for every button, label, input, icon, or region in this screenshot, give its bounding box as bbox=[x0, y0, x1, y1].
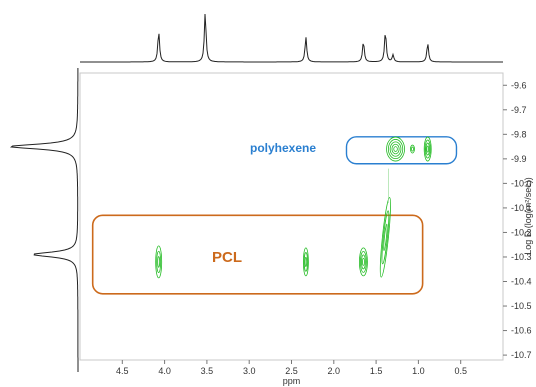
x-axis-title: ppm bbox=[283, 376, 301, 386]
polyhexene-contour-0.89 bbox=[424, 139, 431, 159]
y-tick-label: -10.1 bbox=[511, 203, 532, 213]
polyhexene-contour-minor bbox=[410, 144, 415, 154]
y-tick-label: -10.5 bbox=[511, 301, 532, 311]
y-tick-label: -10.0 bbox=[511, 178, 532, 188]
top-1h-projection bbox=[80, 13, 503, 63]
polyhexene-box bbox=[345, 136, 458, 165]
x-tick-label: 2.0 bbox=[328, 366, 341, 376]
x-tick-label: 3.5 bbox=[201, 366, 214, 376]
annotation-layer: polyhexene PCL bbox=[91, 136, 458, 295]
x-tick-label: 3.0 bbox=[243, 366, 256, 376]
pcl-contour-1.39 bbox=[379, 197, 391, 278]
x-axis: 4.5 4.0 3.5 3.0 2.5 2.0 1.5 1.0 0.5 ppm bbox=[116, 360, 467, 386]
polyhexene-contour-1.27 bbox=[391, 143, 400, 155]
y-tick-label: -9.6 bbox=[511, 80, 527, 90]
pcl-contour-1.65 bbox=[362, 257, 365, 266]
pcl-contour-1.65 bbox=[359, 247, 368, 277]
contour-layer bbox=[155, 136, 432, 279]
polyhexene-contour-1.27 bbox=[387, 139, 404, 160]
y-tick-label: -10.4 bbox=[511, 277, 532, 287]
x-tick-label: 1.0 bbox=[412, 366, 425, 376]
pcl-contour-4.07 bbox=[157, 256, 161, 268]
pcl-contour-1.39 bbox=[383, 223, 388, 252]
y-tick-label: -10.3 bbox=[511, 252, 532, 262]
projection-diffusion-trace bbox=[9, 68, 79, 372]
polyhexene-contour-minor bbox=[411, 146, 414, 152]
polyhexene-contour-1.27 bbox=[389, 141, 402, 157]
y-tick-label: -9.8 bbox=[511, 129, 527, 139]
x-tick-label: 0.5 bbox=[454, 366, 467, 376]
pcl-contour-1.65 bbox=[360, 250, 367, 273]
y-tick-label: -9.9 bbox=[511, 154, 527, 164]
polyhexene-label: polyhexene bbox=[250, 141, 316, 155]
x-tick-label: 2.5 bbox=[285, 366, 298, 376]
polyhexene-contour-1.27 bbox=[393, 146, 398, 152]
x-tick-label: 4.0 bbox=[158, 366, 171, 376]
x-tick-label: 1.5 bbox=[370, 366, 383, 376]
pcl-contour-2.33 bbox=[304, 256, 308, 267]
pcl-contour-1.65 bbox=[361, 254, 366, 270]
plot-frame bbox=[79, 72, 504, 361]
pcl-contour-4.07 bbox=[156, 250, 162, 273]
polyhexene-contour-0.89 bbox=[423, 136, 432, 162]
left-diffusion-projection bbox=[9, 68, 79, 372]
polyhexene-contour-0.89 bbox=[426, 145, 429, 153]
polyhexene-contour-0.89 bbox=[425, 142, 430, 156]
y-axis: -9.6 -9.7 -9.8 -9.9 -10.0 -10.1 -10.2 -10.3 -10.… bbox=[503, 80, 533, 360]
x-tick-label: 4.5 bbox=[116, 366, 129, 376]
y-tick-label: -10.6 bbox=[511, 326, 532, 336]
pcl-box bbox=[91, 214, 424, 295]
y-tick-label: -10.2 bbox=[511, 227, 532, 237]
y-tick-label: -10.7 bbox=[511, 350, 532, 360]
pcl-contour-2.33 bbox=[302, 247, 309, 277]
projection-1h-trace bbox=[80, 13, 503, 63]
pcl-contour-2.33 bbox=[303, 252, 308, 272]
polyhexene-contour-1.27 bbox=[386, 136, 405, 162]
y-axis-title: Log D (log(m²/sec)) bbox=[523, 177, 533, 255]
pcl-contour-4.07 bbox=[155, 245, 163, 279]
y-tick-label: -9.7 bbox=[511, 105, 527, 115]
pcl-label: PCL bbox=[212, 249, 242, 266]
pcl-contour-1.39 bbox=[381, 210, 390, 265]
